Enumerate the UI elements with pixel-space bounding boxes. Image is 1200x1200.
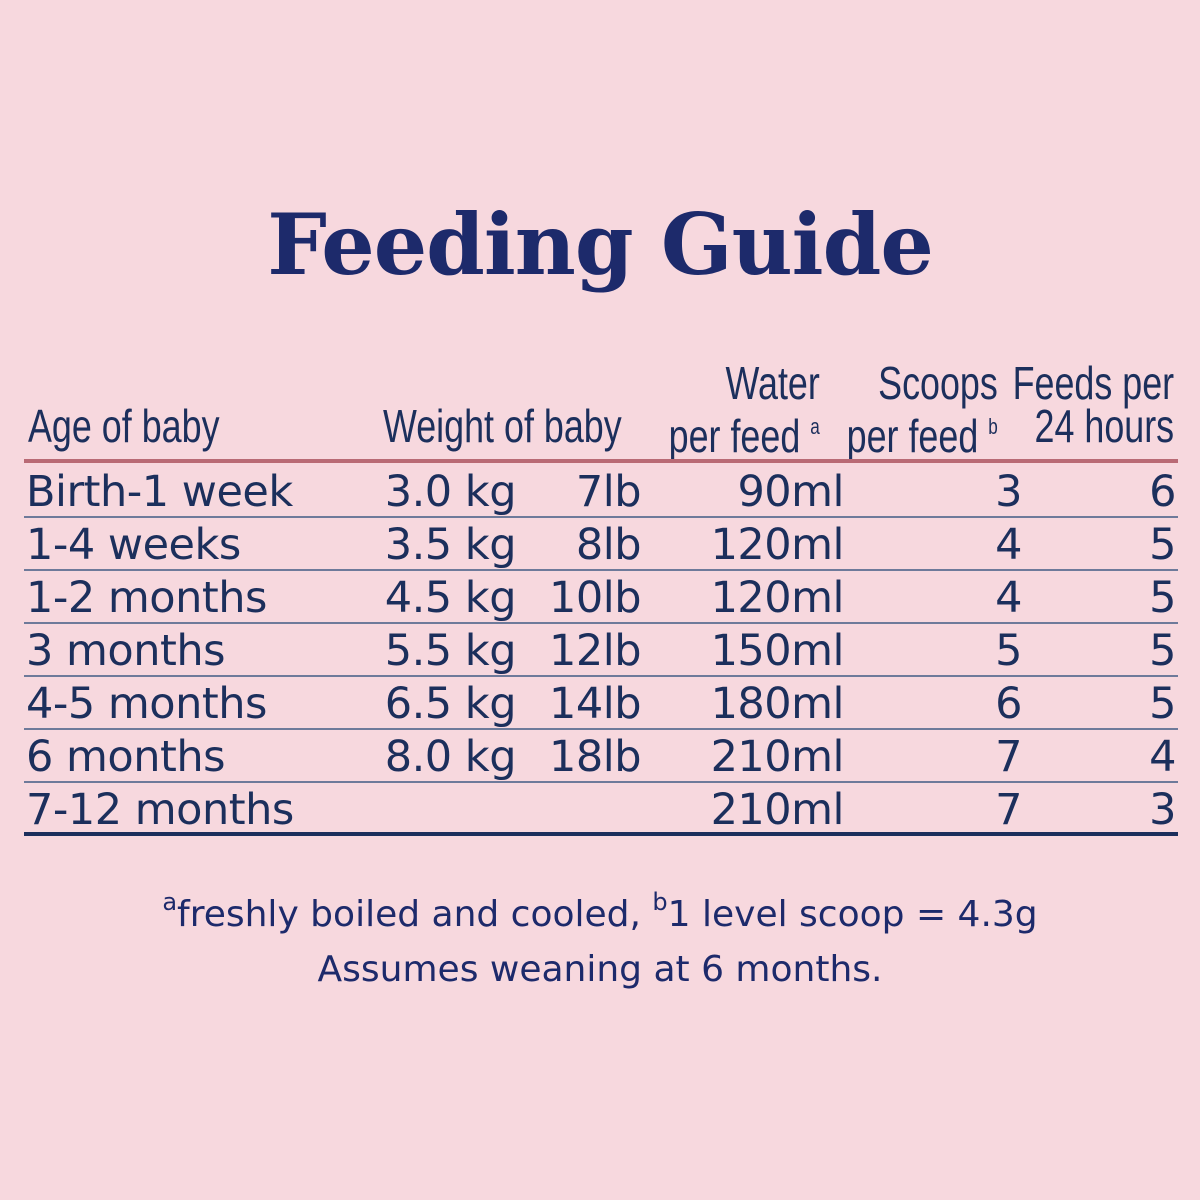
footnote-line-2: Assumes weaning at 6 months. bbox=[317, 949, 883, 990]
cell-scoops: 3 bbox=[995, 467, 1022, 517]
header-feeds-line1: Feeds per bbox=[1012, 357, 1174, 409]
cell-kg: 6.5 kg bbox=[384, 679, 517, 729]
table-row: 1-4 weeks 3.5 kg 8lb 120ml 4 5 bbox=[24, 516, 1178, 571]
cell-water: 150ml bbox=[710, 626, 845, 676]
cell-scoops: 7 bbox=[995, 785, 1022, 835]
table-row: 7-12 months 210ml 7 3 bbox=[24, 781, 1178, 836]
header-feeds: Feeds per 24 hours bbox=[1012, 360, 1174, 449]
header-water-line2: per feed bbox=[668, 410, 801, 462]
cell-lb: 8lb bbox=[575, 520, 642, 570]
cell-kg: 8.0 kg bbox=[384, 732, 517, 782]
footnote-b-mark: b bbox=[652, 888, 668, 916]
cell-kg: 3.0 kg bbox=[384, 467, 517, 517]
table-row: 4-5 months 6.5 kg 14lb 180ml 6 5 bbox=[24, 675, 1178, 730]
header-weight: Weight of baby bbox=[383, 400, 622, 452]
cell-feeds: 4 bbox=[1149, 732, 1176, 782]
table-row: 1-2 months 4.5 kg 10lb 120ml 4 5 bbox=[24, 569, 1178, 624]
footnote-a-text: freshly boiled and cooled, bbox=[177, 894, 653, 935]
footnote-a-mark: a bbox=[162, 888, 178, 916]
header-feeds-line2: 24 hours bbox=[1034, 400, 1174, 452]
cell-feeds: 6 bbox=[1149, 467, 1176, 517]
footnote-line-1: afreshly boiled and cooled, b1 level sco… bbox=[0, 888, 1200, 935]
header-age: Age of baby bbox=[28, 400, 220, 452]
table-row: Birth-1 week 3.0 kg 7lb 90ml 3 6 bbox=[24, 463, 1178, 518]
cell-lb: 12lb bbox=[549, 626, 641, 676]
cell-lb: 18lb bbox=[549, 732, 641, 782]
cell-water: 210ml bbox=[710, 732, 845, 782]
footnote-marker-a: a bbox=[810, 414, 820, 439]
cell-age: 1-2 months bbox=[26, 573, 267, 623]
cell-scoops: 5 bbox=[995, 626, 1022, 676]
cell-water: 120ml bbox=[710, 573, 845, 623]
header-water: Water per feed a bbox=[669, 360, 820, 459]
cell-water: 210ml bbox=[710, 785, 845, 835]
cell-water: 180ml bbox=[710, 679, 845, 729]
header-scoops: Scoops per feed b bbox=[847, 360, 998, 459]
cell-kg: 4.5 kg bbox=[384, 573, 517, 623]
table-row: 6 months 8.0 kg 18lb 210ml 7 4 bbox=[24, 728, 1178, 783]
header-scoops-line1: Scoops bbox=[878, 357, 998, 409]
cell-lb: 10lb bbox=[549, 573, 641, 623]
cell-water: 120ml bbox=[710, 520, 845, 570]
cell-feeds: 5 bbox=[1149, 520, 1176, 570]
cell-feeds: 5 bbox=[1149, 679, 1176, 729]
footnote-b-text: 1 level scoop = 4.3g bbox=[667, 894, 1038, 935]
cell-feeds: 5 bbox=[1149, 626, 1176, 676]
cell-age: 3 months bbox=[26, 626, 226, 676]
header-scoops-line2: per feed bbox=[846, 410, 979, 462]
cell-kg: 5.5 kg bbox=[384, 626, 517, 676]
cell-lb: 14lb bbox=[549, 679, 641, 729]
cell-age: Birth-1 week bbox=[26, 467, 293, 517]
cell-age: 7-12 months bbox=[26, 785, 294, 835]
cell-scoops: 7 bbox=[995, 732, 1022, 782]
cell-scoops: 4 bbox=[995, 573, 1022, 623]
cell-age: 6 months bbox=[26, 732, 226, 782]
table-row: 3 months 5.5 kg 12lb 150ml 5 5 bbox=[24, 622, 1178, 677]
cell-age: 4-5 months bbox=[26, 679, 267, 729]
cell-kg: 3.5 kg bbox=[384, 520, 517, 570]
header-water-line1: Water bbox=[725, 357, 820, 409]
cell-feeds: 5 bbox=[1149, 573, 1176, 623]
cell-water: 90ml bbox=[737, 467, 844, 517]
cell-lb: 7lb bbox=[575, 467, 642, 517]
cell-feeds: 3 bbox=[1149, 785, 1176, 835]
header-rule bbox=[24, 459, 1178, 463]
cell-scoops: 4 bbox=[995, 520, 1022, 570]
page-title: Feeding Guide bbox=[267, 195, 934, 294]
cell-scoops: 6 bbox=[995, 679, 1022, 729]
footnote-marker-b: b bbox=[988, 414, 998, 439]
cell-age: 1-4 weeks bbox=[26, 520, 241, 570]
